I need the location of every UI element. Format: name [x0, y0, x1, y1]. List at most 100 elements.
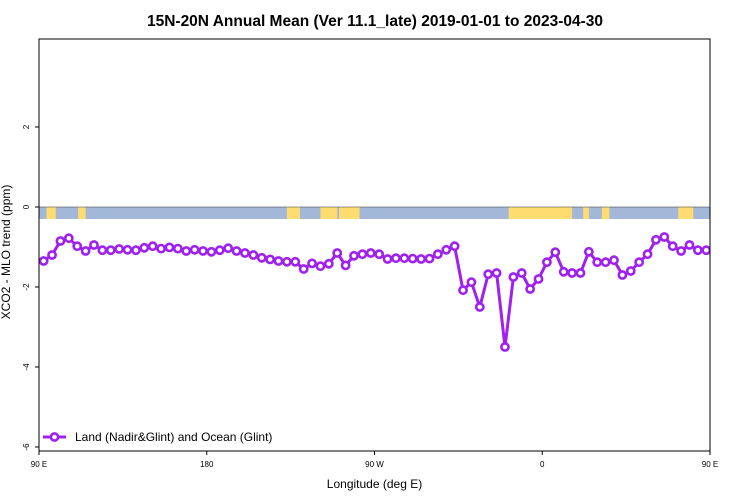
data-point	[416, 254, 426, 264]
x-axis: 90 E 180 90 W 0 90 E	[31, 451, 718, 469]
data-point	[248, 250, 259, 260]
data-point	[625, 266, 636, 276]
data-point	[382, 254, 393, 264]
data-point	[55, 236, 66, 246]
data-point	[323, 258, 334, 269]
data-point	[181, 246, 192, 256]
y-tick-label: -2	[22, 283, 31, 291]
y-tick-label: 0	[22, 204, 31, 209]
data-point	[281, 256, 292, 267]
data-point	[651, 234, 661, 245]
x-tick-label: 90 W	[365, 460, 384, 469]
data-point	[466, 277, 477, 288]
data-point	[80, 246, 91, 256]
data-point	[156, 243, 166, 254]
x-tick-label: 0	[540, 460, 545, 469]
data-point	[122, 244, 133, 255]
data-point	[198, 246, 208, 256]
data-point	[63, 233, 74, 244]
data-point	[374, 249, 385, 260]
legend: Land (Nadir&Glint) and Ocean (Glint)	[43, 430, 272, 444]
data-point	[516, 268, 527, 278]
data-point	[709, 247, 710, 251]
data-point	[458, 285, 468, 296]
data-point	[407, 253, 418, 264]
data-point	[736, 244, 743, 251]
data-point	[575, 268, 586, 278]
data-point	[139, 242, 150, 253]
data-point	[424, 253, 435, 264]
data-point	[340, 260, 351, 271]
chart-title: 15N-20N Annual Mean (Ver 11.1_late) 2019…	[147, 13, 603, 30]
data-point	[533, 274, 544, 284]
land-band	[508, 207, 573, 219]
data-point	[290, 256, 301, 267]
data-point	[357, 249, 368, 260]
legend-label: Land (Nadir&Glint) and Ocean (Glint)	[75, 430, 272, 444]
data-point	[231, 246, 242, 256]
data-point	[550, 247, 561, 258]
data-point	[39, 256, 49, 266]
data-point	[525, 284, 536, 294]
data-point	[273, 256, 284, 266]
y-tick-label: -4	[22, 363, 31, 371]
data-point	[634, 257, 645, 268]
data-point	[441, 244, 452, 255]
data-point	[500, 342, 510, 352]
data-point	[256, 252, 267, 263]
data-point	[617, 270, 628, 280]
data-point	[659, 232, 670, 242]
data-point	[432, 249, 443, 260]
data-point	[609, 255, 619, 266]
land-band	[320, 207, 338, 219]
data-point	[89, 240, 99, 250]
data-point	[667, 241, 678, 252]
x-axis-label: Longitude (deg E)	[327, 477, 422, 491]
y-tick-label: 2	[22, 124, 31, 129]
land-band	[601, 207, 610, 219]
data-point	[189, 244, 200, 255]
data-point	[642, 249, 653, 260]
data-point	[491, 268, 502, 278]
data-point	[474, 302, 485, 312]
data-point	[684, 240, 695, 250]
data-point	[449, 241, 460, 252]
y-tick-label: -6	[22, 443, 31, 451]
land-band	[78, 207, 86, 219]
data-point	[349, 250, 359, 261]
data-point	[592, 257, 603, 268]
land-band	[339, 207, 360, 219]
data-point	[542, 257, 552, 268]
data-point	[745, 243, 750, 250]
data-point	[172, 243, 183, 254]
x-tick-label: 90 E	[702, 460, 718, 469]
data-point	[600, 257, 611, 268]
data-point	[567, 268, 577, 278]
data-point	[307, 258, 317, 269]
data-point	[719, 246, 726, 253]
x-tick-label: 180	[200, 460, 214, 469]
y-axis-label: XCO2 - MLO trend (ppm)	[0, 185, 13, 320]
data-point	[147, 241, 158, 252]
data-point	[97, 245, 108, 256]
data-point	[315, 261, 326, 272]
data-point	[223, 243, 234, 254]
data-point	[728, 247, 735, 254]
data-point	[583, 246, 594, 257]
land-band	[583, 207, 589, 219]
data-point	[240, 248, 250, 258]
data-point	[164, 242, 175, 253]
legend-marker-swatch	[49, 432, 60, 442]
data-point	[676, 246, 687, 256]
data-point	[365, 248, 376, 258]
land-band	[46, 207, 56, 219]
data-point	[214, 245, 225, 256]
land-ocean-strip	[39, 207, 710, 219]
data-point	[265, 254, 276, 265]
data-point	[399, 253, 410, 264]
land-band	[678, 207, 694, 219]
data-point	[72, 241, 83, 252]
y-axis: 2 0 -2 -4 -6	[22, 124, 39, 451]
data-point	[332, 248, 343, 258]
